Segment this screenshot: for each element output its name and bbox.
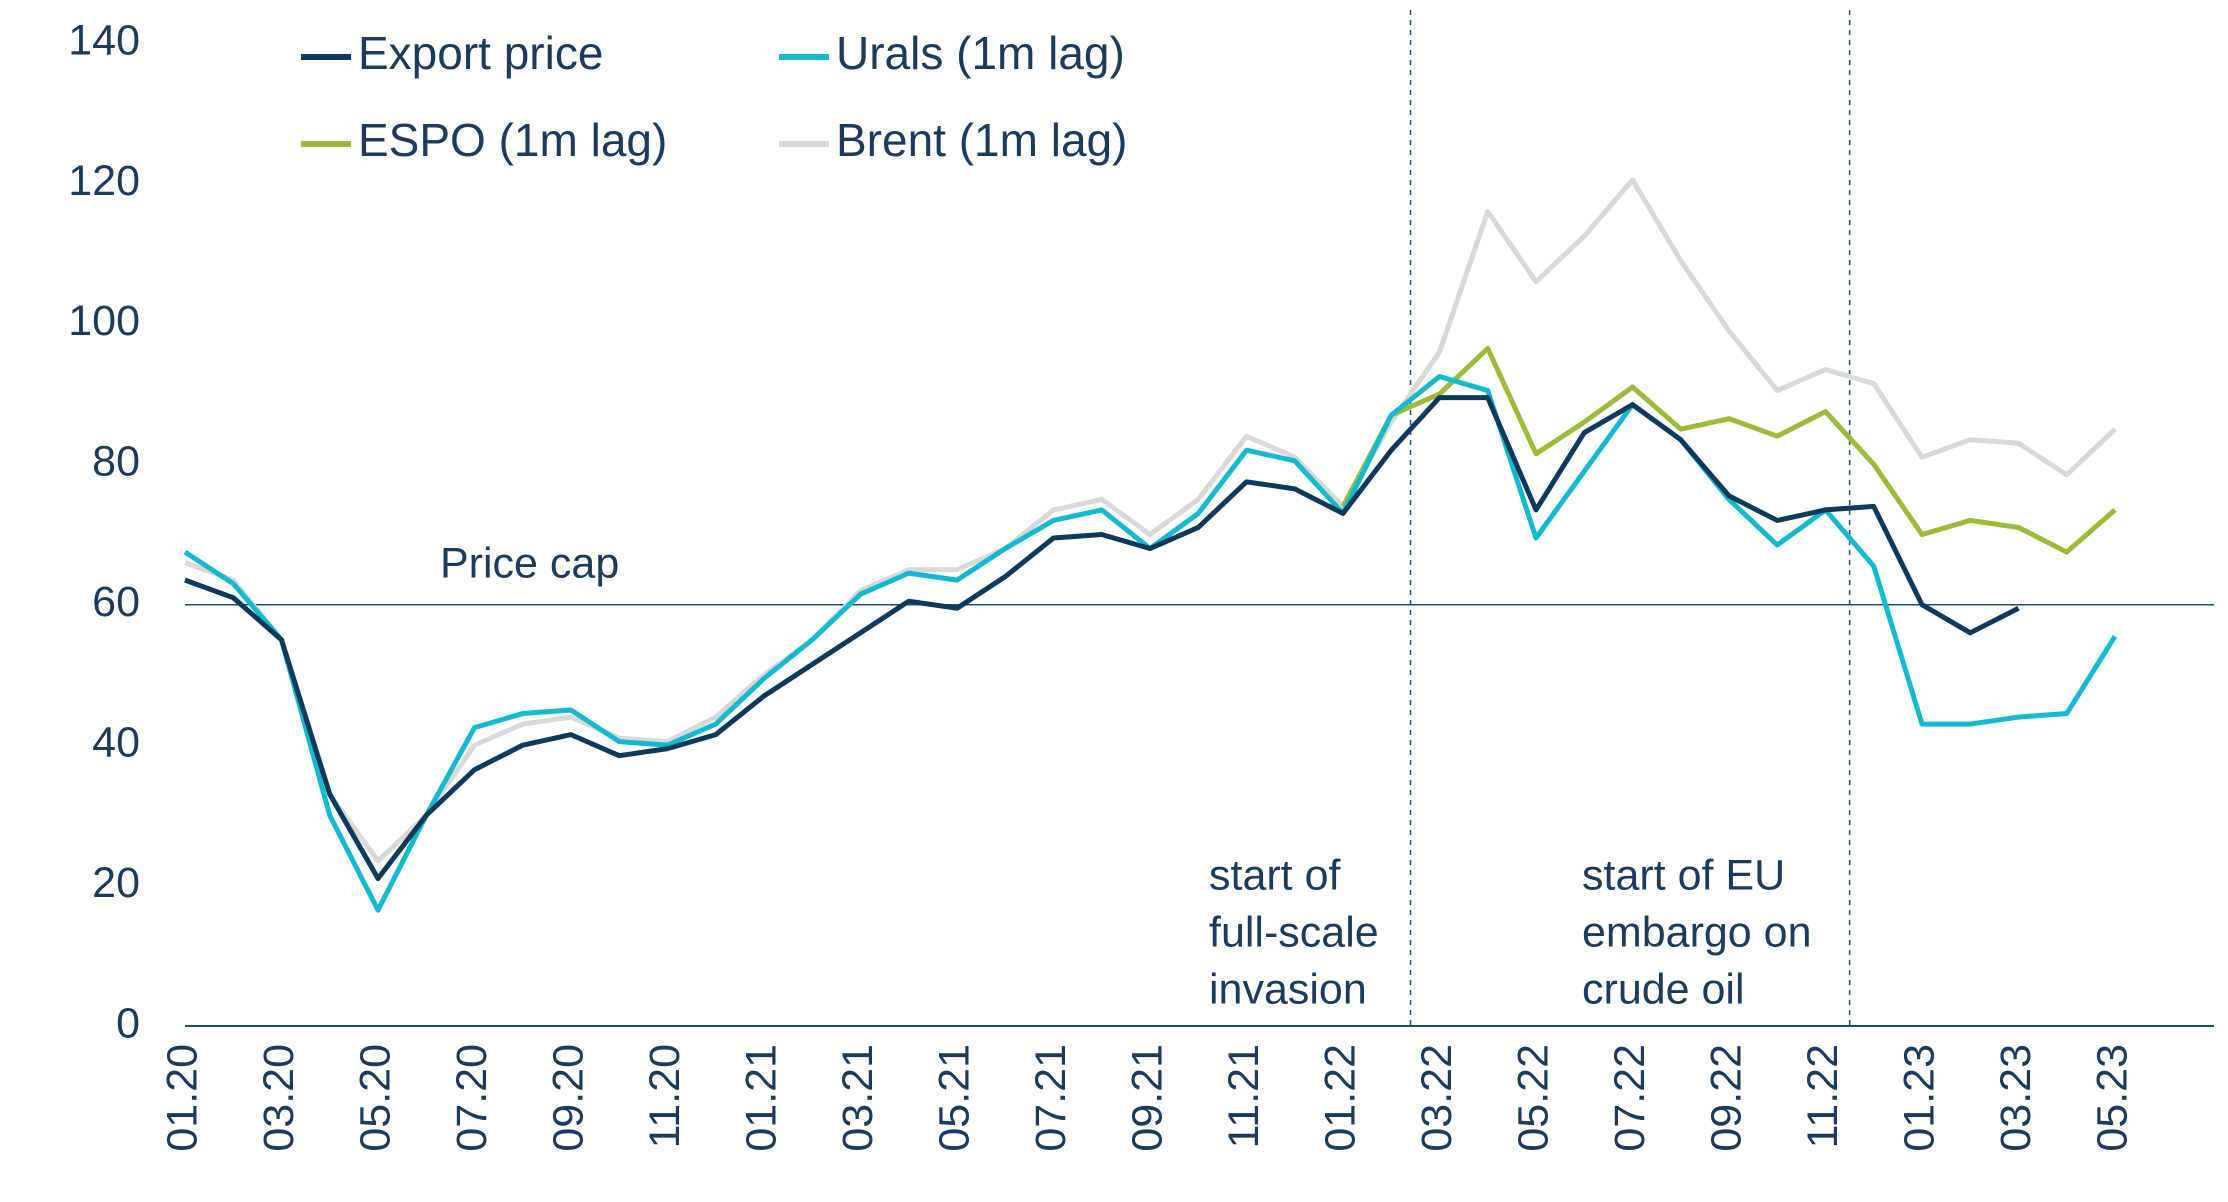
x-tick-label: 01.23 bbox=[1895, 1044, 1943, 1152]
x-tick-label: 07.20 bbox=[448, 1044, 496, 1152]
x-tick-label: 01.22 bbox=[1316, 1044, 1364, 1152]
x-tick-label: 09.21 bbox=[1123, 1044, 1171, 1152]
x-tick-label: 09.22 bbox=[1702, 1044, 1750, 1152]
annotation: crude oil bbox=[1582, 965, 1745, 1013]
series-line bbox=[183, 374, 2118, 913]
annotation: start of EU bbox=[1582, 851, 1785, 899]
y-tick-label: 20 bbox=[92, 859, 140, 907]
legend-label: ESPO (1m lag) bbox=[358, 114, 667, 166]
y-tick-label: 140 bbox=[68, 16, 140, 64]
x-tick-label: 07.21 bbox=[1027, 1044, 1075, 1152]
series-line bbox=[184, 395, 2020, 882]
annotation: start of bbox=[1209, 851, 1341, 899]
annotation: embargo on bbox=[1582, 908, 1812, 956]
x-tick-label: 03.20 bbox=[255, 1044, 303, 1152]
x-tick-label: 05.23 bbox=[2088, 1044, 2136, 1152]
legend-label: Brent (1m lag) bbox=[836, 114, 1127, 166]
x-tick-label: 11.21 bbox=[1220, 1044, 1268, 1148]
x-tick-label: 07.22 bbox=[1606, 1044, 1654, 1152]
x-tick-label: 01.20 bbox=[158, 1044, 206, 1152]
x-tick-label: 05.20 bbox=[351, 1044, 399, 1152]
legend-label: Urals (1m lag) bbox=[836, 27, 1125, 79]
x-tick-label: 11.20 bbox=[641, 1044, 689, 1148]
x-tick-label: 05.22 bbox=[1509, 1044, 1557, 1152]
legend-label: Export price bbox=[358, 27, 603, 79]
y-tick-label: 60 bbox=[92, 578, 140, 626]
y-tick-label: 80 bbox=[92, 438, 140, 486]
x-tick-label: 05.21 bbox=[930, 1044, 978, 1152]
annotation: invasion bbox=[1209, 965, 1367, 1013]
x-tick-label: 09.20 bbox=[544, 1044, 592, 1152]
annotation: full-scale bbox=[1209, 908, 1379, 956]
y-tick-label: 100 bbox=[68, 297, 140, 345]
series-line bbox=[1340, 345, 2117, 555]
x-tick-label: 01.21 bbox=[737, 1044, 785, 1152]
x-tick-label: 03.22 bbox=[1413, 1044, 1461, 1152]
y-tick-label: 40 bbox=[92, 719, 140, 767]
price-cap-label: Price cap bbox=[440, 539, 619, 587]
y-tick-label: 0 bbox=[116, 999, 140, 1047]
x-tick-label: 11.22 bbox=[1799, 1044, 1847, 1148]
series-line bbox=[184, 177, 2117, 864]
x-tick-label: 03.23 bbox=[1992, 1044, 2040, 1152]
y-tick-label: 120 bbox=[68, 157, 140, 205]
x-tick-label: 03.21 bbox=[834, 1044, 882, 1152]
